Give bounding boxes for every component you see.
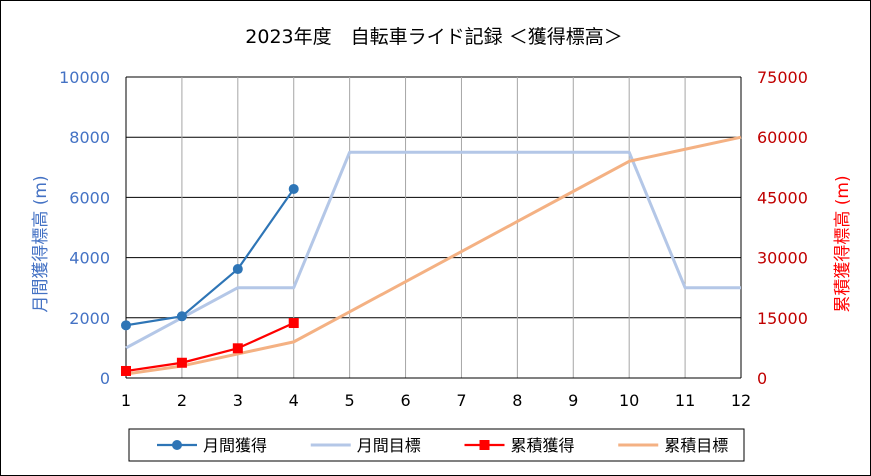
y-right-tick-label: 30000 [757, 249, 808, 268]
series-line [125, 135, 742, 376]
legend-label: 累積目標 [664, 436, 728, 455]
legend-label: 累積獲得 [511, 436, 575, 455]
x-axis-ticks: 1 2 3 4 5 6 7 8 9 10 11 12 [121, 391, 751, 410]
y-right-tick-label: 0 [757, 369, 767, 388]
legend: 月間獲得 月間目標 累積獲得 累積目標 [128, 428, 745, 462]
y-right-tick-label: 15000 [757, 309, 808, 328]
series-layer [121, 135, 742, 376]
data-point [121, 320, 131, 331]
data-point [288, 183, 299, 194]
legend-swatch-marker [479, 440, 490, 450]
data-point [176, 357, 187, 368]
x-tick-label: 2 [177, 391, 187, 410]
y-axis-right-label: 累積獲得標高 (m) [833, 175, 853, 312]
data-point [288, 318, 299, 329]
series-line [125, 188, 295, 327]
left-axis-ticks: 0 2000 4000 6000 8000 10000 [59, 68, 110, 388]
y-right-tick-label: 60000 [757, 128, 808, 147]
x-tick-label: 7 [456, 391, 466, 410]
y-left-tick-label: 10000 [59, 68, 110, 87]
y-left-tick-label: 4000 [69, 249, 110, 268]
series-3 [121, 318, 299, 376]
data-point [232, 264, 243, 275]
x-tick-label: 4 [289, 391, 299, 410]
y-left-tick-label: 8000 [69, 128, 110, 147]
x-tick-label: 12 [731, 391, 751, 410]
legend-item: 月間獲得 [157, 436, 267, 455]
legend-item: 累積目標 [618, 436, 728, 455]
x-tick-label: 8 [512, 391, 522, 410]
x-tick-label: 9 [568, 391, 578, 410]
y-left-tick-label: 6000 [69, 188, 110, 207]
series-1 [121, 183, 299, 331]
legend-item: 月間目標 [310, 436, 421, 455]
x-tick-label: 1 [121, 391, 131, 410]
y-right-tick-label: 45000 [757, 188, 808, 207]
series-2 [125, 150, 741, 350]
series-line [125, 150, 741, 350]
y-right-tick-label: 75000 [757, 68, 808, 87]
x-tick-label: 6 [400, 391, 410, 410]
series-4 [125, 135, 742, 376]
data-point [176, 311, 187, 322]
x-tick-label: 10 [619, 391, 639, 410]
grid [125, 76, 742, 379]
y-left-tick-label: 0 [100, 369, 110, 388]
x-tick-label: 5 [345, 391, 355, 410]
legend-label: 月間目標 [357, 436, 421, 455]
legend-swatch-marker [172, 440, 182, 450]
x-tick-label: 3 [233, 391, 243, 410]
y-left-tick-label: 2000 [69, 309, 110, 328]
legend-label: 月間獲得 [203, 436, 267, 455]
legend-item: 累積獲得 [464, 436, 575, 455]
data-point [121, 365, 131, 376]
series-line [125, 322, 295, 373]
data-point [232, 343, 243, 354]
chart-title: 2023年度 自転車ライド記録 ＜獲得標高＞ [245, 26, 622, 48]
x-tick-label: 11 [675, 391, 695, 410]
right-axis-ticks: 0 15000 30000 45000 60000 75000 [757, 68, 808, 388]
y-axis-left-label: 月間獲得標高 (m) [31, 175, 51, 312]
